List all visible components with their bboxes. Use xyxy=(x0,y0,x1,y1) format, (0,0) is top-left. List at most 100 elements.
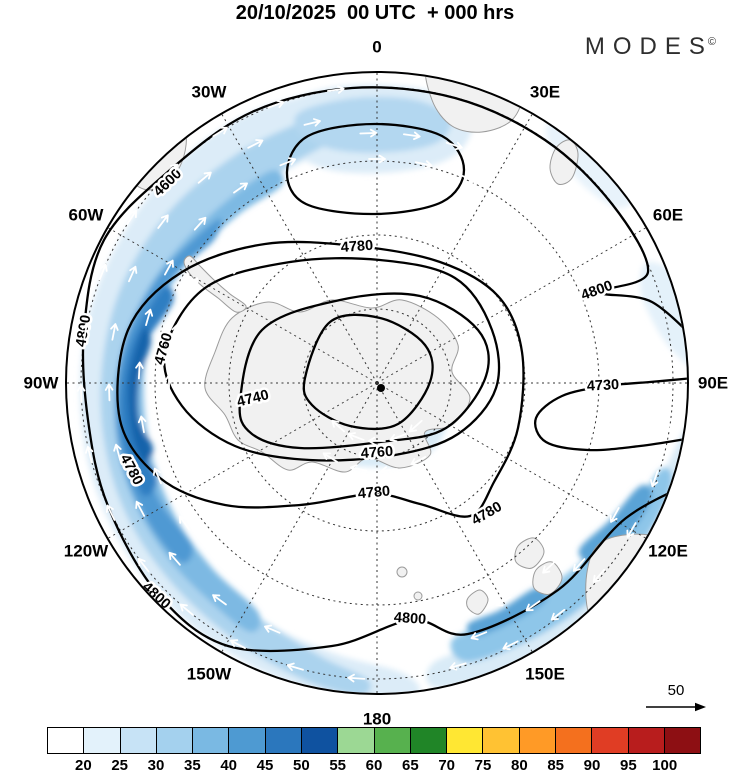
contour-4780 xyxy=(116,240,525,518)
wind-arrow xyxy=(169,423,182,443)
meridian-line xyxy=(221,114,378,384)
longitude-label-0: 0 xyxy=(372,38,381,57)
modes-logo: MODES© xyxy=(585,33,716,61)
colorbar-tick-label: 100 xyxy=(652,757,678,774)
meridian-line xyxy=(376,382,646,539)
meridian-line xyxy=(376,114,533,384)
wind-arrow xyxy=(205,300,220,320)
meridian-line xyxy=(108,227,378,384)
jet-core xyxy=(128,328,154,463)
wind-arrow xyxy=(632,448,645,468)
small-island xyxy=(413,591,423,601)
new-zealand-north xyxy=(514,537,545,569)
map-interior: 4600478048004800476047304740476047804780… xyxy=(67,73,687,693)
contour-label: 4800 xyxy=(579,278,615,304)
colorbar-cell xyxy=(48,728,85,753)
colorbar-cell xyxy=(193,728,230,753)
longitude-label-120E: 120E xyxy=(648,542,688,561)
wind-arrow xyxy=(213,234,232,253)
contour-ridge-ellipse xyxy=(285,122,466,216)
wind-arrow xyxy=(193,348,205,368)
colorbar-cell xyxy=(84,728,121,753)
height-contours xyxy=(81,86,687,653)
wind-arrow xyxy=(185,471,201,491)
colorbar-tick-label: 95 xyxy=(619,757,637,774)
colorbar-cell xyxy=(410,728,448,753)
longitude-label-90W: 90W xyxy=(24,374,60,393)
longitude-label-60E: 60E xyxy=(653,206,683,225)
contour-label: 4800 xyxy=(393,610,426,628)
new-zealand-south xyxy=(532,561,563,595)
wind-arrow xyxy=(605,463,620,483)
colorbar-tick-label: 30 xyxy=(147,757,165,774)
antarctic-peninsula xyxy=(183,255,247,313)
colorbar-cell xyxy=(664,728,701,753)
contour-4730 xyxy=(534,376,687,452)
wind-arrow xyxy=(251,202,271,219)
longitude-label-150W: 150W xyxy=(187,665,232,684)
colorbar-cell xyxy=(592,728,629,753)
contour-4740 xyxy=(238,292,490,450)
colorbar-cell xyxy=(156,728,194,753)
colorbar-tick-label: 90 xyxy=(583,757,601,774)
small-island xyxy=(396,566,408,578)
colorbar-tick-label: 75 xyxy=(474,757,492,774)
wind-arrow xyxy=(255,585,275,601)
colorbar-tick-label: 50 xyxy=(292,757,310,774)
wind-arrow xyxy=(211,553,231,572)
contour-4760 xyxy=(163,257,501,462)
modes-logo-mark: © xyxy=(707,36,716,48)
colorbar-tick-label: 35 xyxy=(183,757,201,774)
colorbar-cell xyxy=(229,728,266,753)
meridian-line xyxy=(108,382,378,539)
colorbar-cell xyxy=(555,728,593,753)
latitude-circle xyxy=(80,86,674,680)
wind-arrow xyxy=(484,154,504,170)
longitude-label-60W: 60W xyxy=(69,206,105,225)
wind-arrow xyxy=(577,514,595,534)
modes-logo-text: MODES xyxy=(584,33,713,60)
contour-inner xyxy=(302,313,434,431)
contour-4800 xyxy=(81,86,687,653)
colorbar-tick-label: 55 xyxy=(329,757,346,774)
colorbar-tick-label: 80 xyxy=(510,757,528,774)
wind-arrow xyxy=(185,275,201,295)
longitude-label-30W: 30W xyxy=(192,83,228,102)
colorbar-tick-label: 20 xyxy=(74,757,92,774)
wind-arrow xyxy=(662,414,674,434)
colorbar-cell xyxy=(120,728,157,753)
contour-label: 4730 xyxy=(586,377,619,395)
graticule xyxy=(67,73,687,693)
colorbar-cell xyxy=(265,728,302,753)
reference-arrow-head xyxy=(695,702,706,712)
wind-arrow xyxy=(230,489,248,508)
contour-label: 4760 xyxy=(360,444,393,462)
contour-label: 4780 xyxy=(340,238,373,256)
right-band-dark-2 xyxy=(466,587,547,637)
wind-arrow xyxy=(213,513,232,532)
map-boundary-circle xyxy=(65,71,689,695)
reference-arrow-label: 50 xyxy=(668,682,685,699)
meridian-line xyxy=(221,382,378,652)
colorbar-tick-label: 45 xyxy=(256,757,274,774)
colorbar-cell xyxy=(447,728,484,753)
colorbar-tick-label: 40 xyxy=(220,757,237,774)
colorbar-tick-label: 65 xyxy=(401,757,419,774)
chart-title: 20/10/2025 00 UTC + 000 hrs xyxy=(235,2,515,24)
colorbar-tick-label: 25 xyxy=(111,757,128,774)
wind-arrow xyxy=(193,398,205,418)
colorbar-cell xyxy=(519,728,556,753)
colorbar-cell xyxy=(301,728,339,753)
right-band-dark-1 xyxy=(578,484,653,565)
colorbar-tick-label: 85 xyxy=(547,757,564,774)
contour-label: 4780 xyxy=(469,499,505,529)
meridian-line xyxy=(376,227,646,384)
wind-arrow xyxy=(205,446,220,466)
reference-arrow: 50 xyxy=(646,682,706,712)
colorbar-cell xyxy=(628,728,665,753)
longitude-labels: 0 30E 60E 90E 120E 150E 180 150W 120W 90W 60W 30W xyxy=(24,38,729,729)
right-edge-patch-light xyxy=(639,261,687,369)
colorbar-tick-label: 60 xyxy=(365,757,383,774)
longitude-label-150E: 150E xyxy=(525,665,565,684)
